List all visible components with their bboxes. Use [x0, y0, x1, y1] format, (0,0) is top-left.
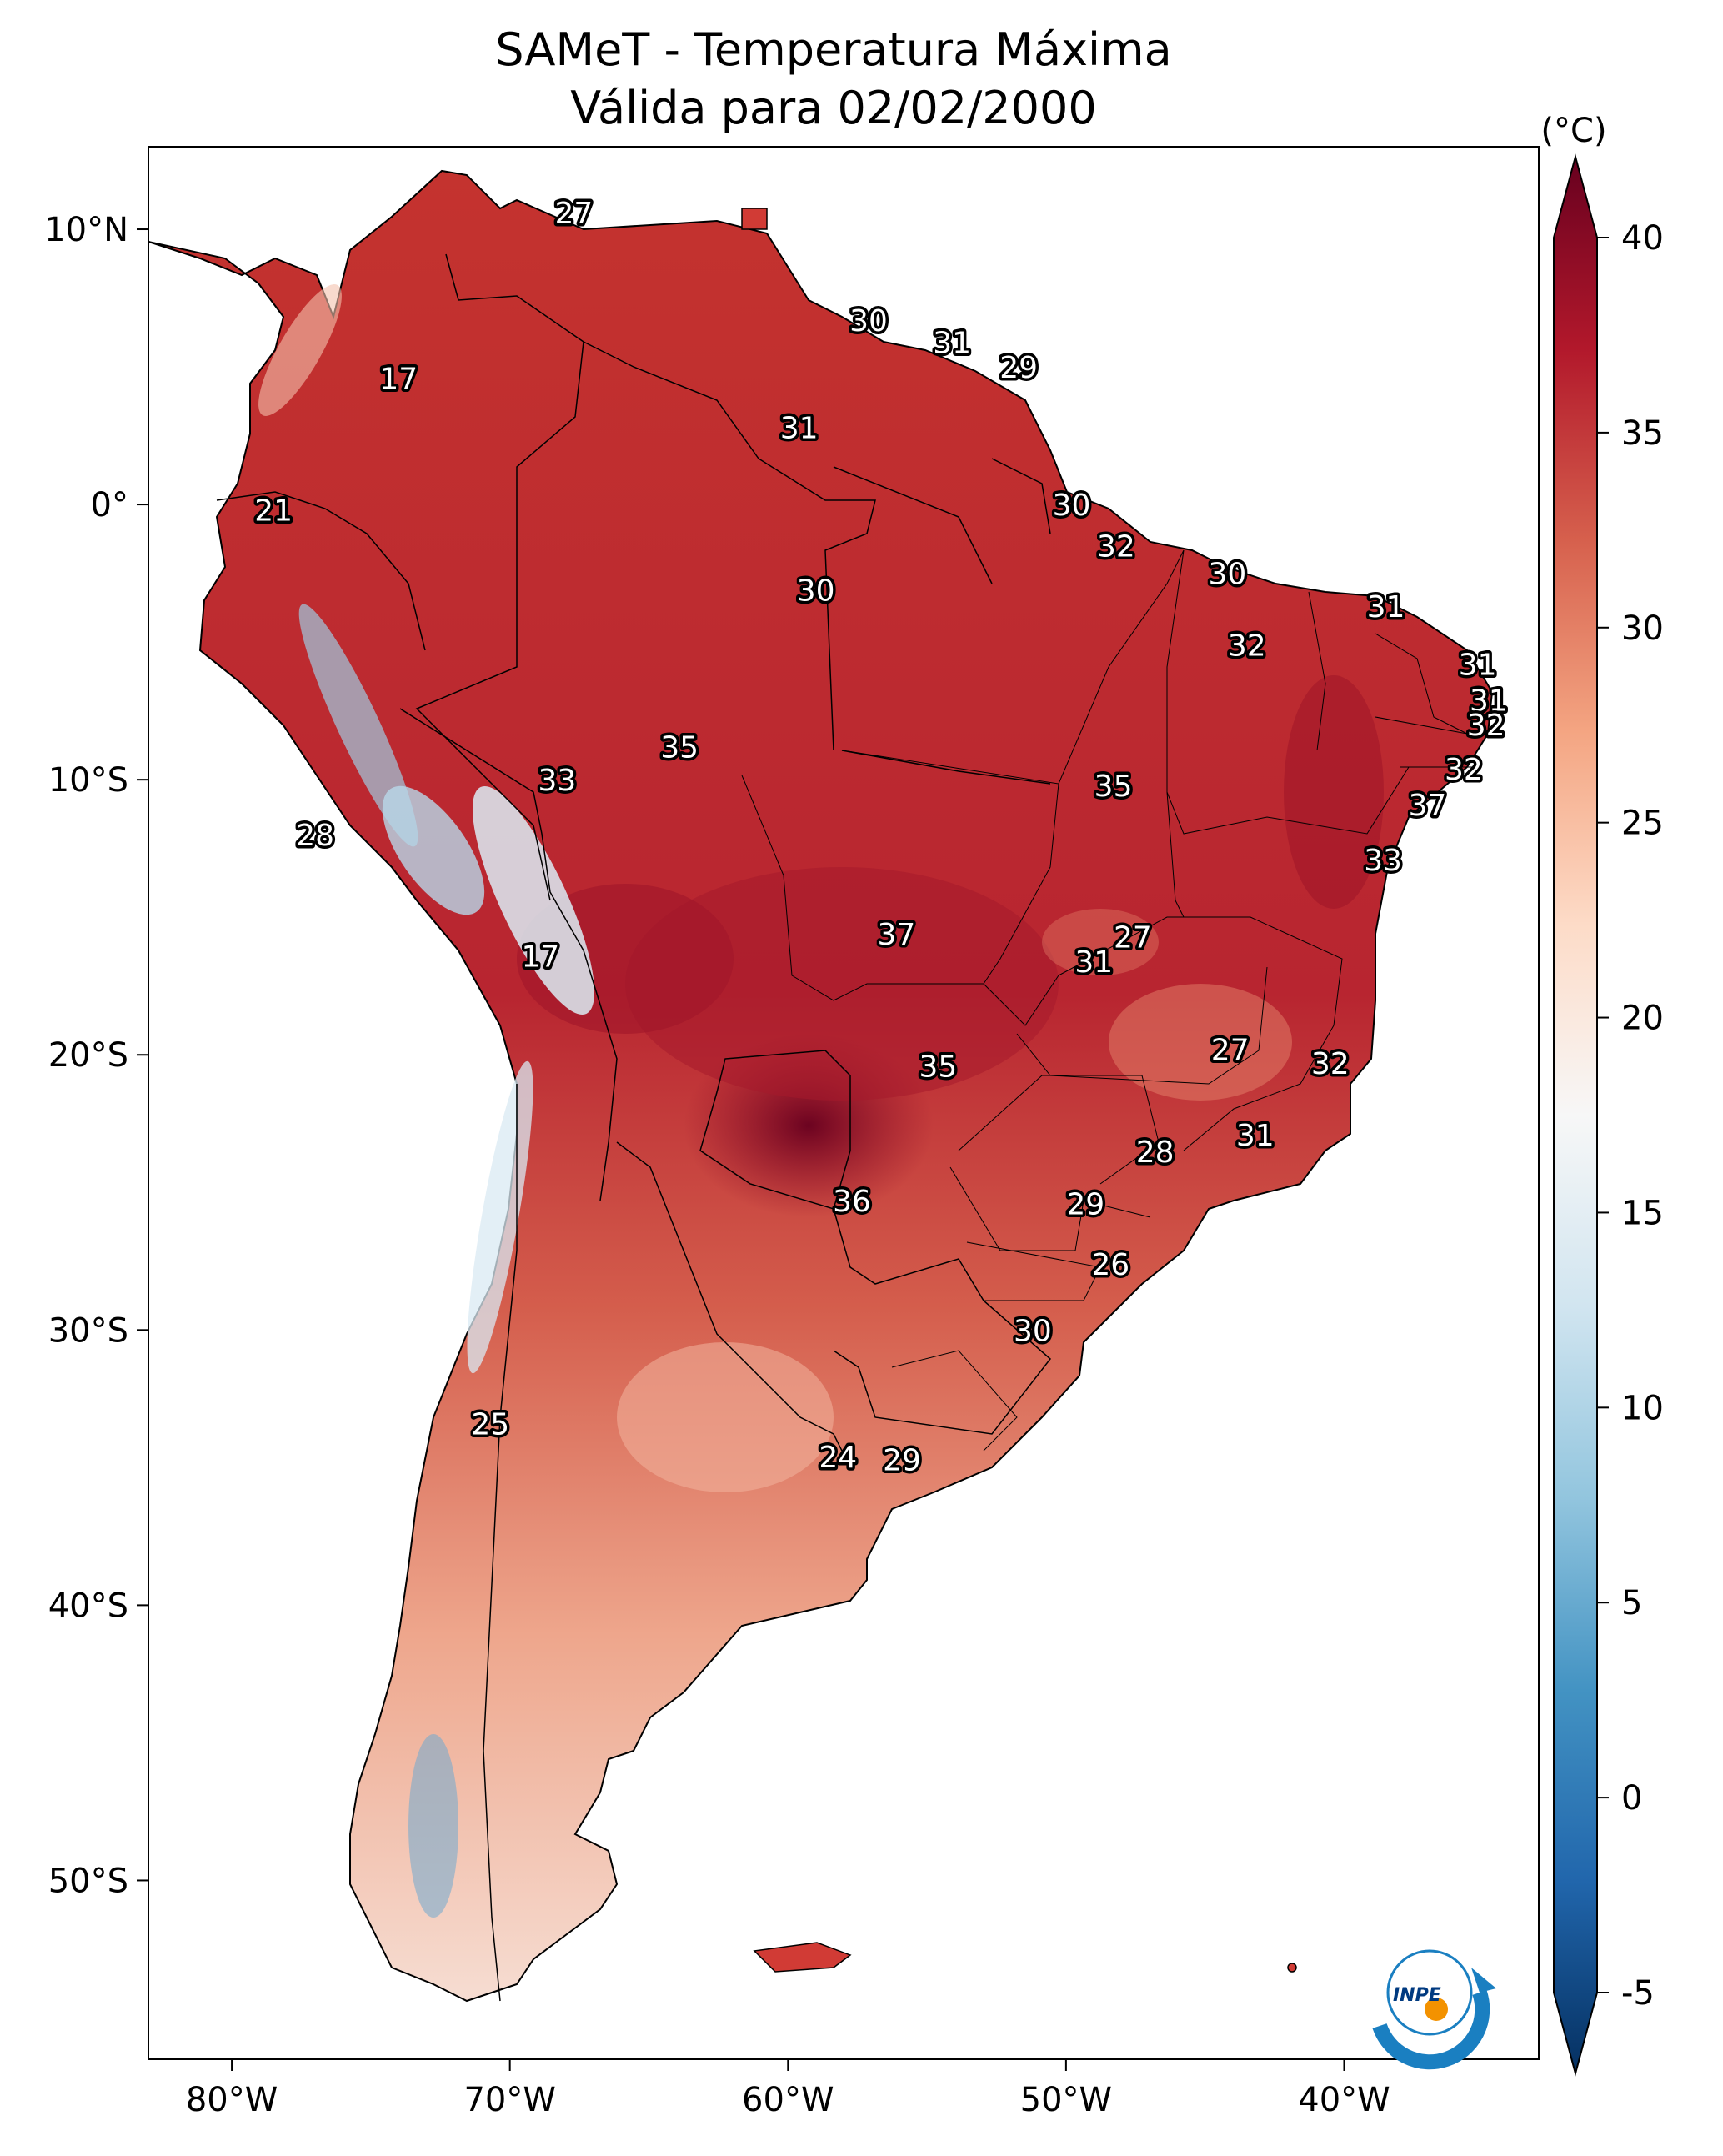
station-label: 37 — [1409, 789, 1447, 823]
y-tick-label: 20°S — [48, 1036, 128, 1075]
y-tick-label: 40°S — [48, 1587, 128, 1625]
logo-arrow — [1471, 1968, 1496, 1993]
state-borders — [741, 549, 1475, 1452]
station-label: 27 — [1211, 1034, 1250, 1068]
y-tick-label: 10°S — [48, 761, 128, 800]
colorbar-unit: (°C) — [1540, 112, 1606, 150]
colorbar-ticks: 40 35 30 25 20 15 10 5 0 -5 — [1597, 219, 1664, 2013]
logo-sun — [1425, 1998, 1448, 2021]
station-label: 31 — [1459, 649, 1497, 683]
colorbar-tick-label: 15 — [1621, 1194, 1664, 1232]
station-label: 35 — [919, 1050, 958, 1084]
station-label: 29 — [999, 351, 1038, 385]
station-label: 28 — [296, 819, 334, 853]
y-tick-label: 10°N — [44, 211, 128, 249]
station-label: 32 — [1445, 753, 1483, 787]
station-label: 30 — [797, 574, 835, 608]
x-tick-label: 60°W — [742, 2081, 834, 2119]
station-label: 28 — [1136, 1136, 1175, 1170]
station-label: 31 — [1236, 1119, 1275, 1153]
map-frame — [148, 146, 1540, 2060]
islands — [741, 208, 1297, 1973]
station-label: 35 — [660, 731, 699, 765]
station-label: 27 — [555, 197, 594, 231]
x-tick-label: 70°W — [463, 2081, 555, 2119]
map-title: SAMeT - Temperatura Máxima — [495, 23, 1171, 76]
station-label: 31 — [780, 412, 819, 446]
y-axis-ticks: 10°N 0° 10°S 20°S 30°S 40°S 50°S — [44, 211, 148, 1900]
logo-text: INPE — [1393, 1985, 1441, 2006]
colorbar-tick-label: 40 — [1621, 219, 1664, 258]
station-label: 31 — [1470, 684, 1508, 718]
station-label: 31 — [1074, 945, 1113, 980]
y-tick-label: 50°S — [48, 1862, 128, 1900]
station-label: 21 — [254, 494, 293, 529]
station-label: 26 — [1091, 1248, 1129, 1282]
temperature-field — [258, 284, 1384, 1918]
station-label: 32 — [1097, 530, 1135, 564]
map-subtitle: Válida para 02/02/2000 — [570, 82, 1096, 134]
station-label: 33 — [1364, 844, 1402, 878]
x-axis-ticks: 80°W 70°W 60°W 50°W 40°W — [186, 2059, 1390, 2119]
station-label: 17 — [379, 362, 418, 396]
colorbar-tick-label: 10 — [1621, 1389, 1664, 1427]
station-label: 32 — [1467, 709, 1505, 743]
station-label: 27 — [1114, 920, 1152, 955]
inpe-logo: INPE — [1372, 1949, 1496, 2070]
station-label: 29 — [1066, 1187, 1104, 1221]
y-tick-label: 0° — [91, 486, 128, 524]
country-borders — [216, 253, 1052, 2002]
colorbar: (°C) 40 35 30 25 20 15 10 5 0 -5 — [1540, 112, 1664, 2077]
station-label: 36 — [833, 1185, 871, 1219]
x-tick-label: 80°W — [186, 2081, 278, 2119]
colorbar-tick-label: 35 — [1621, 414, 1664, 453]
station-label: 30 — [1053, 489, 1091, 523]
colorbar-bar — [1553, 153, 1598, 2077]
station-label: 37 — [877, 918, 915, 952]
station-label: 31 — [1367, 590, 1405, 624]
station-label: 30 — [849, 304, 888, 338]
colorbar-tick-label: 20 — [1621, 1000, 1664, 1038]
station-label: 32 — [1228, 629, 1266, 663]
colorbar-tick-label: 30 — [1621, 609, 1664, 648]
map-area — [148, 147, 1539, 2059]
station-label: 24 — [819, 1441, 857, 1475]
logo-orbit — [1386, 1949, 1473, 2036]
x-tick-label: 50°W — [1020, 2081, 1112, 2119]
colorbar-tick-label: 0 — [1621, 1779, 1642, 1818]
station-label: 31 — [933, 326, 971, 360]
colorbar-tick-label: 5 — [1621, 1584, 1642, 1622]
station-label: 35 — [1094, 770, 1133, 804]
station-label: 17 — [521, 940, 559, 974]
station-label: 33 — [538, 764, 576, 798]
station-label: 30 — [1208, 558, 1246, 592]
colorbar-tick-label: -5 — [1621, 1974, 1655, 2013]
logo-arc — [1372, 1990, 1490, 2070]
station-label: 30 — [1014, 1314, 1052, 1348]
station-label: 29 — [883, 1443, 921, 1477]
y-tick-label: 30°S — [48, 1311, 128, 1350]
station-label: 25 — [471, 1408, 509, 1442]
station-label: 32 — [1311, 1047, 1350, 1081]
colorbar-tick-label: 25 — [1621, 805, 1664, 843]
x-tick-label: 40°W — [1298, 2081, 1390, 2119]
